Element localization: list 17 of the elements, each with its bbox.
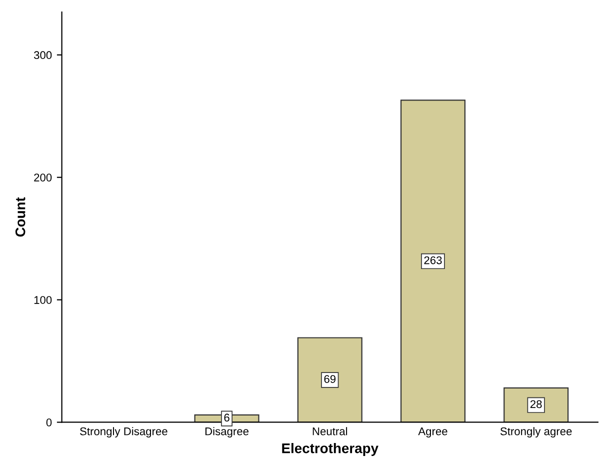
data-label: 69 [324, 375, 336, 383]
bar [400, 100, 466, 422]
y-tick-label: 200 [34, 174, 52, 182]
x-axis-title: Electrotherapy [282, 443, 378, 456]
x-tick-label: Neutral [312, 427, 348, 436]
data-label: 6 [224, 414, 230, 422]
data-label: 263 [424, 256, 442, 264]
x-tick-label: Strongly agree [500, 427, 572, 438]
y-axis-title: Count [15, 197, 26, 237]
y-tick-label: 0 [46, 418, 52, 426]
x-tick-label: Strongly Disagree [80, 427, 168, 438]
bar [297, 337, 362, 422]
x-tick-label: Agree [418, 428, 448, 438]
x-tick-label: Disagree [205, 427, 249, 438]
y-tick-label: 100 [34, 296, 52, 304]
y-tick-label: 300 [34, 51, 52, 60]
data-label: 28 [530, 400, 542, 408]
